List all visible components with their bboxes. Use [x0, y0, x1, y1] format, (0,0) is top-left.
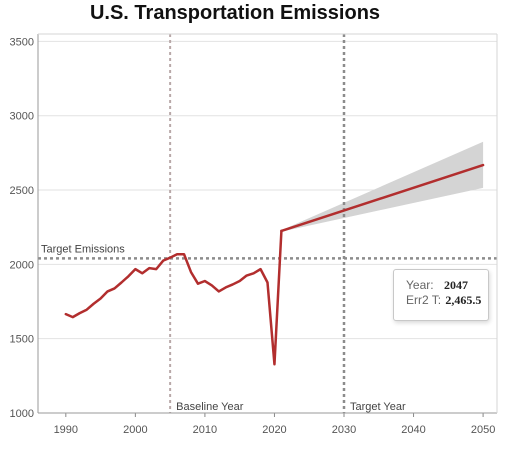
y-tick-label-1500: 1500: [10, 334, 34, 346]
forecast-series-line: [280, 163, 485, 233]
label-layer: 1000 1500 2000 2500 3000 3500 1990 2000 2010 2020…: [10, 36, 496, 436]
x-tick-label-2000: 2000: [123, 424, 147, 436]
ref-layer: [38, 34, 497, 413]
y-tick-label-3000: 3000: [10, 111, 34, 123]
tooltip-value-row: Err2 T: 2,465.5: [406, 293, 488, 308]
x-tick-label-2050: 2050: [471, 424, 495, 436]
y-tick-label-3500: 3500: [10, 36, 34, 48]
tooltip-year-label: Year:: [406, 278, 434, 292]
forecast-band: [281, 141, 484, 232]
tooltip: Year: 2047 Err2 T: 2,465.5: [393, 269, 489, 321]
band-layer: [281, 141, 484, 232]
target-year-label: Target Year: [350, 401, 406, 413]
x-tick-label-2010: 2010: [193, 424, 217, 436]
chart-title: U.S. Transportation Emissions: [89, 2, 381, 24]
baseline-year-label: Baseline Year: [176, 401, 244, 413]
x-tick-label-2020: 2020: [262, 424, 286, 436]
tooltip-value-value: 2,465.5: [445, 293, 482, 307]
target-emissions-label: Target Emissions: [41, 243, 125, 255]
tooltip-year-row: Year: 2047: [406, 278, 488, 293]
x-tick-label-2040: 2040: [401, 424, 425, 436]
y-tick-label-2500: 2500: [10, 185, 34, 197]
historical-series-line: [64, 229, 283, 366]
tooltip-year-value: 2047: [444, 278, 468, 292]
axis-layer: [37, 33, 498, 417]
tooltip-value-label: Err2 T:: [406, 293, 442, 307]
line-layer: [64, 163, 485, 366]
y-tick-label-2000: 2000: [10, 259, 34, 271]
grid-layer: [38, 40, 497, 414]
x-tick-label-2030: 2030: [332, 424, 356, 436]
x-tick-label-1990: 1990: [54, 424, 78, 436]
y-tick-label-1000: 1000: [10, 408, 34, 420]
